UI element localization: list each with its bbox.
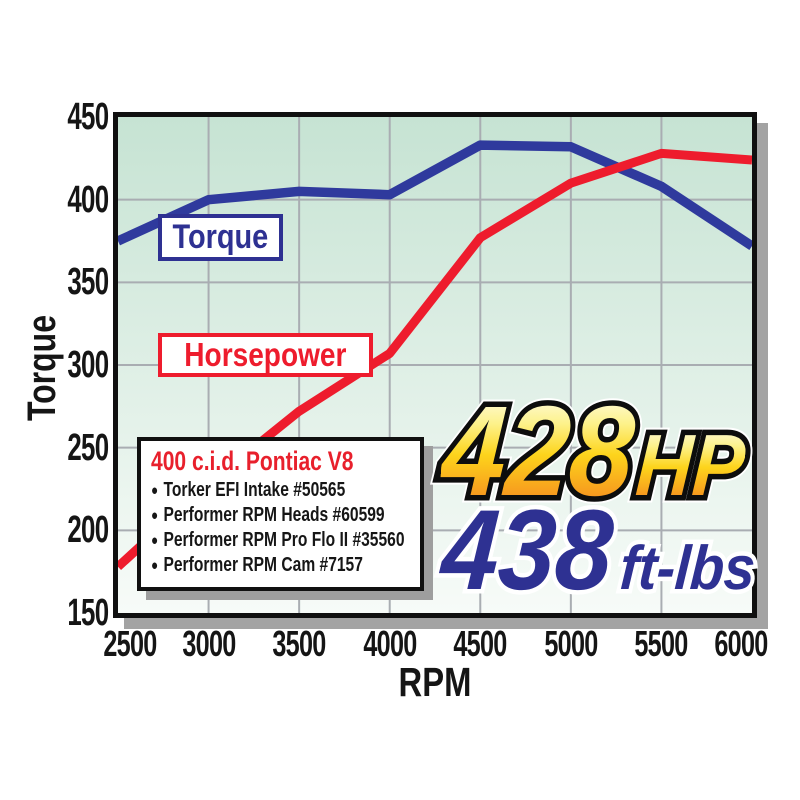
x-tick-label: 6000 (714, 623, 768, 664)
plot-area: Torque Horsepower 400 c.i.d. Pontiac V8 … (113, 112, 761, 618)
spec-item-text: Performer RPM Cam #7157 (163, 554, 363, 576)
bullet-icon: ● (151, 532, 159, 549)
y-tick-label: 300 (66, 344, 109, 386)
spec-item: ● Performer RPM Heads #60599 (151, 503, 385, 528)
x-tick-label: 3000 (181, 623, 236, 664)
y-tick-label: 250 (66, 426, 109, 469)
y-tick-label: 200 (66, 509, 109, 552)
x-tick-label: 3500 (272, 623, 327, 664)
engine-spec-items: ● Torker EFI Intake #50565 ● Performer RPM … (151, 478, 414, 578)
x-tick-label: 4000 (363, 623, 417, 664)
bullet-icon: ● (151, 557, 159, 574)
spec-item: ● Performer RPM Pro Flo II #35560 (151, 528, 405, 553)
x-tick-label: 5000 (544, 623, 598, 664)
spec-item-text: Performer RPM Pro Flo II #35560 (163, 529, 405, 551)
x-tick-label: 5500 (634, 623, 689, 664)
peak-torque-callout: 438 ft-lbs 438 ft-lbs (434, 483, 770, 619)
spec-item: ● Performer RPM Cam #7157 (151, 553, 363, 578)
torque-series-label: Torque (158, 214, 283, 261)
torque-series-label-text: Torque (172, 218, 269, 256)
spec-item-text: Torker EFI Intake #50565 (163, 479, 346, 501)
torque-curve (118, 140, 752, 250)
horsepower-series-label-text: Horsepower (184, 336, 347, 373)
y-tick-label: 450 (66, 96, 109, 138)
x-tick-label: 4500 (453, 623, 508, 664)
x-axis-title: RPM (398, 659, 472, 705)
x-tick-label: 2500 (103, 623, 157, 664)
bullet-icon: ● (151, 507, 159, 524)
spec-item-text: Performer RPM Heads #60599 (163, 504, 385, 526)
spec-item: ● Torker EFI Intake #50565 (151, 478, 356, 503)
y-axis-title: Torque (20, 314, 64, 422)
engine-spec-title: 400 c.i.d. Pontiac V8 (151, 446, 354, 476)
y-tick-label: 150 (66, 592, 109, 634)
y-tick-label: 350 (66, 261, 109, 304)
horsepower-series-label: Horsepower (158, 333, 373, 377)
peak-torque-text: 438 ft-lbs (438, 487, 758, 614)
engine-spec-box: 400 c.i.d. Pontiac V8 ● Torker EFI Intake… (137, 437, 424, 591)
bullet-icon: ● (151, 482, 159, 499)
y-tick-label: 400 (66, 178, 109, 221)
